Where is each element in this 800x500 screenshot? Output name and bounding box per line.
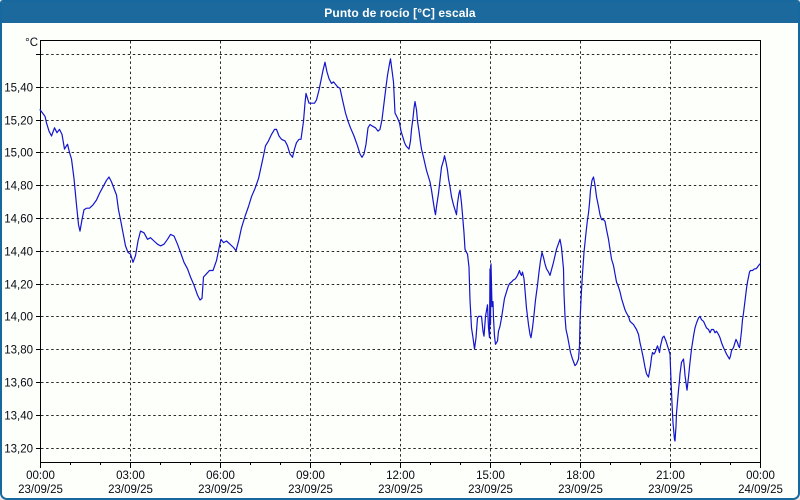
- x-tick-time-label: 15:00: [476, 470, 505, 482]
- y-tick-label: 15,00: [4, 148, 33, 160]
- gridlines: [41, 41, 759, 461]
- window-title: Punto de rocío [°C] escala: [324, 5, 476, 20]
- axis-labels: 15,40 15,20 15,00 14,80 14,60 14,40 14,20 14,00…: [4, 83, 783, 497]
- x-tick-time-label: 03:00: [116, 470, 145, 482]
- y-tick-label: 14,80: [4, 181, 33, 193]
- x-tick-date-label: 24/09/25: [738, 484, 783, 496]
- x-tick-time-label: 09:00: [296, 470, 325, 482]
- y-axis-unit-label: °C: [25, 37, 38, 49]
- y-tick-label: 13,60: [4, 378, 33, 390]
- y-tick-label: 14,60: [4, 214, 33, 226]
- x-tick-time-label: 21:00: [656, 470, 685, 482]
- window-title-bar: Punto de rocío [°C] escala: [2, 2, 798, 23]
- y-tick-label: 15,40: [4, 83, 33, 95]
- dew-point-line-chart: 15,40 15,20 15,00 14,80 14,60 14,40 14,20 14,00…: [4, 37, 783, 497]
- x-tick-time-label: 00:00: [746, 470, 775, 482]
- y-tick-label: 14,00: [4, 312, 33, 324]
- x-tick-time-label: 18:00: [566, 470, 595, 482]
- x-tick-date-label: 23/09/25: [558, 484, 603, 496]
- y-tick-label: 14,40: [4, 247, 33, 259]
- x-tick-time-label: 00:00: [26, 470, 55, 482]
- x-tick-date-label: 23/09/25: [18, 484, 63, 496]
- y-tick-label: 13,20: [4, 444, 33, 456]
- axis-ticks: [36, 54, 761, 468]
- y-tick-label: 15,20: [4, 116, 33, 128]
- x-tick-date-label: 23/09/25: [288, 484, 333, 496]
- dew-point-series-line: [39, 58, 761, 442]
- x-tick-date-label: 23/09/25: [468, 484, 513, 496]
- chart-host: 15,40 15,20 15,00 14,80 14,60 14,40 14,20 14,00…: [2, 23, 798, 498]
- y-tick-label: 14,20: [4, 280, 33, 292]
- y-tick-label: 13,80: [4, 345, 33, 357]
- x-tick-date-label: 23/09/25: [378, 484, 423, 496]
- x-tick-date-label: 23/09/25: [198, 484, 243, 496]
- x-tick-date-label: 23/09/25: [648, 484, 693, 496]
- x-tick-time-label: 06:00: [206, 470, 235, 482]
- x-tick-date-label: 23/09/25: [108, 484, 153, 496]
- x-tick-time-label: 12:00: [386, 470, 415, 482]
- y-tick-label: 13,40: [4, 411, 33, 423]
